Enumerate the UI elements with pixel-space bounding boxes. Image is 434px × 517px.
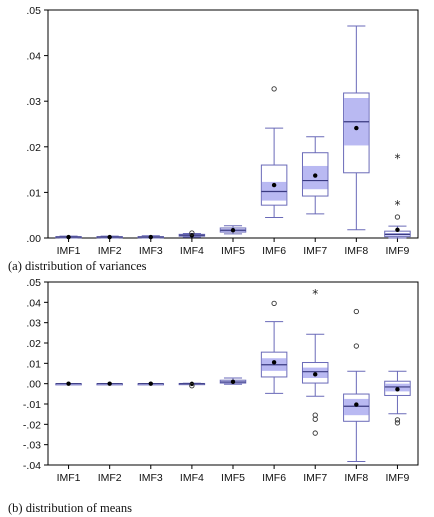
x-tick-label: IMF7 — [303, 472, 327, 484]
x-tick-label: IMF1 — [57, 472, 81, 484]
y-tick-label: -.02 — [23, 419, 41, 431]
x-tick-label: IMF9 — [385, 245, 409, 257]
means-boxplot-panel: -.04 -.03 -.02 -.01 .00 .01 .02 .03 .04 .05 IMF1 IM… — [23, 277, 419, 484]
y-tick-label: -.03 — [23, 440, 41, 452]
y-tick-label: -.01 — [23, 399, 41, 411]
y-tick-label: .04 — [26, 297, 41, 309]
outlier-point — [189, 383, 195, 389]
box-mean-point — [107, 234, 112, 240]
y-tick-label: .01 — [26, 187, 41, 199]
x-tick-label: IMF9 — [385, 472, 409, 484]
box-mean-point — [230, 228, 236, 233]
x-tick-label: IMF8 — [344, 245, 368, 257]
box-mean-point — [230, 379, 236, 385]
box-mean-point — [271, 360, 277, 365]
box-mean-point — [148, 234, 153, 240]
extreme-point: * — [394, 152, 400, 166]
outlier-point — [271, 300, 277, 306]
y-tick-label: -.04 — [23, 460, 41, 472]
x-tick-label: IMF7 — [303, 245, 327, 257]
box-mean-point — [395, 227, 400, 232]
y-tick-label: .00 — [26, 379, 41, 391]
x-tick-label: IMF3 — [139, 472, 163, 484]
x-tick-label: IMF6 — [262, 245, 286, 257]
box-mean-point — [107, 381, 112, 386]
y-tick-label: .04 — [26, 51, 41, 63]
box-mean-point — [313, 372, 318, 377]
x-tick-label: IMF4 — [180, 245, 204, 257]
x-tick-label: IMF1 — [57, 245, 81, 257]
box-mean-point — [271, 182, 277, 188]
y-tick-label: .05 — [26, 277, 41, 289]
box-mean-point — [66, 381, 71, 386]
x-tick-label: IMF8 — [344, 472, 368, 484]
outlier-point — [394, 420, 401, 426]
outlier-point — [353, 343, 359, 349]
box-mean-point — [148, 381, 153, 386]
box-mean-point — [66, 234, 71, 240]
outlier-point — [312, 416, 318, 422]
outlier-point — [271, 86, 277, 92]
caption-variances: (a) distribution of variances — [8, 259, 147, 273]
caption-means: (b) distribution of means — [8, 501, 132, 515]
extreme-point: * — [394, 198, 400, 212]
y-tick-label: .01 — [26, 358, 41, 370]
x-tick-label: IMF5 — [221, 472, 245, 484]
y-tick-label: .03 — [26, 318, 41, 330]
x-tick-label: IMF2 — [98, 472, 122, 484]
y-tick-label: .03 — [26, 96, 41, 108]
variance-boxplot-panel: .00 .01 .02 .03 .04 .05 IMF1 IMF2 IMF3 IMF4 IMF5 IM… — [26, 5, 419, 257]
x-tick-label: IMF6 — [262, 472, 286, 484]
box-mean-point — [354, 402, 359, 407]
x-tick-label: IMF3 — [139, 245, 163, 257]
x-tick-label: IMF2 — [98, 245, 122, 257]
extreme-point: * — [312, 287, 318, 301]
outlier-point — [189, 230, 195, 236]
y-tick-label: .02 — [26, 142, 41, 154]
outlier-point — [312, 430, 318, 436]
y-tick-label: .05 — [26, 5, 41, 17]
y-tick-label: .02 — [26, 338, 41, 350]
outlier-point — [353, 308, 359, 315]
box-mean-point — [313, 173, 318, 178]
outlier-point — [394, 417, 401, 423]
y-tick-label: .00 — [26, 233, 41, 245]
plot-frame — [47, 281, 419, 466]
box-mean-point — [354, 125, 359, 131]
box-mean-point — [395, 387, 400, 392]
x-tick-label: IMF5 — [221, 245, 245, 257]
outlier-point — [394, 214, 401, 220]
box-median-ci — [344, 398, 369, 416]
x-tick-label: IMF4 — [180, 472, 204, 484]
